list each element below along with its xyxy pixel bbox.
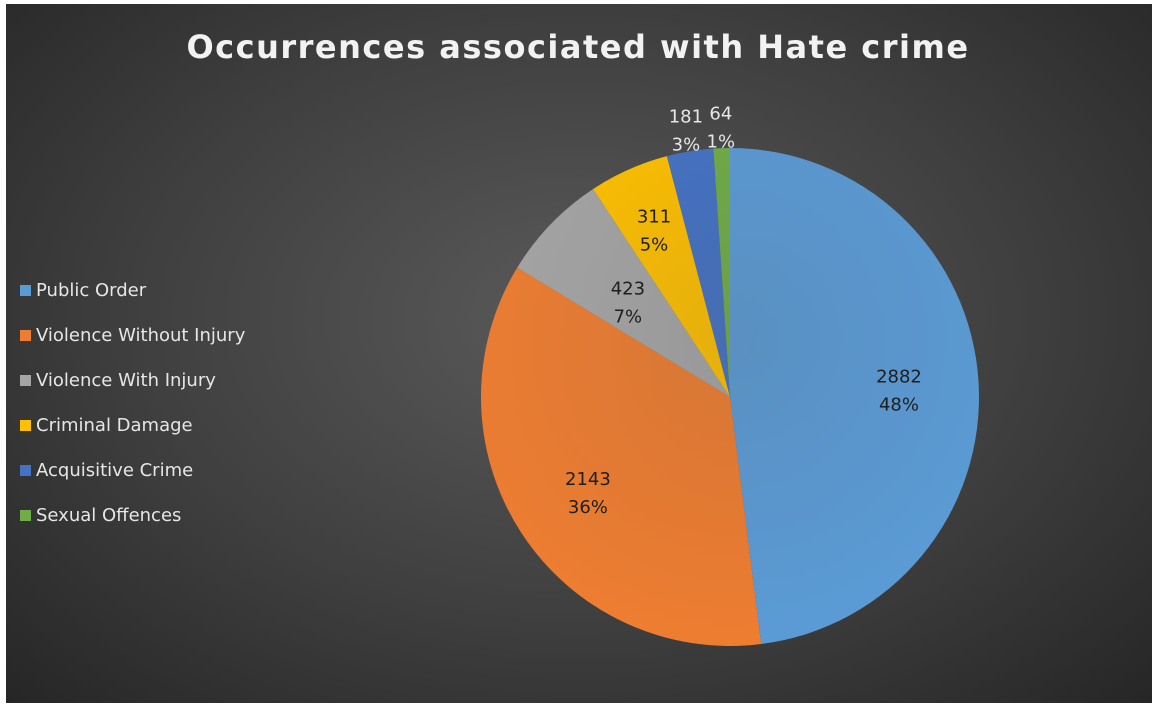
- legend-label: Criminal Damage: [36, 415, 193, 436]
- legend-item-public-order: Public Order: [20, 268, 245, 313]
- legend-item-violence-with-injury: Violence With Injury: [20, 358, 245, 403]
- data-label-value-acquisitive-crime: 181: [669, 107, 703, 128]
- legend-item-criminal-damage: Criminal Damage: [20, 403, 245, 448]
- data-label-percent-acquisitive-crime: 3%: [672, 135, 701, 156]
- legend-item-sexual-offences: Sexual Offences: [20, 493, 245, 538]
- legend: Public Order Violence Without Injury Vio…: [20, 268, 245, 538]
- data-label-percent-public-order: 48%: [879, 394, 919, 415]
- legend-swatch: [20, 510, 31, 521]
- legend-swatch: [20, 330, 31, 341]
- pie-slice-acquisitive-crime: [666, 148, 730, 397]
- legend-item-violence-without-injury: Violence Without Injury: [20, 313, 245, 358]
- pie-slice-criminal-damage: [593, 156, 730, 397]
- data-label-percent-violence-without-injury: 36%: [568, 497, 608, 518]
- legend-swatch: [20, 375, 31, 386]
- legend-label: Public Order: [36, 280, 147, 301]
- pie-slice-public-order: [730, 148, 979, 645]
- legend-swatch: [20, 465, 31, 476]
- data-label-percent-sexual-offences: 1%: [707, 131, 736, 152]
- legend-swatch: [20, 420, 31, 431]
- data-label-value-sexual-offences: 64: [709, 103, 732, 124]
- legend-item-acquisitive-crime: Acquisitive Crime: [20, 448, 245, 493]
- legend-label: Violence Without Injury: [36, 325, 246, 346]
- legend-label: Sexual Offences: [36, 505, 182, 526]
- chart-title: Occurrences associated with Hate crime: [186, 28, 970, 66]
- data-label-value-violence-with-injury: 423: [611, 278, 645, 299]
- data-label-value-public-order: 2882: [876, 366, 922, 387]
- legend-label: Acquisitive Crime: [36, 460, 194, 481]
- data-label-percent-violence-with-injury: 7%: [614, 306, 643, 327]
- data-label-value-violence-without-injury: 2143: [565, 469, 611, 490]
- pie-slice-sexual-offences: [713, 148, 730, 397]
- pie-slice-violence-with-injury: [517, 188, 730, 397]
- legend-label: Violence With Injury: [36, 370, 216, 391]
- data-label-value-criminal-damage: 311: [637, 206, 671, 227]
- pie-slice-violence-without-injury: [480, 267, 762, 647]
- legend-swatch: [20, 285, 31, 296]
- data-label-percent-criminal-damage: 5%: [640, 234, 669, 255]
